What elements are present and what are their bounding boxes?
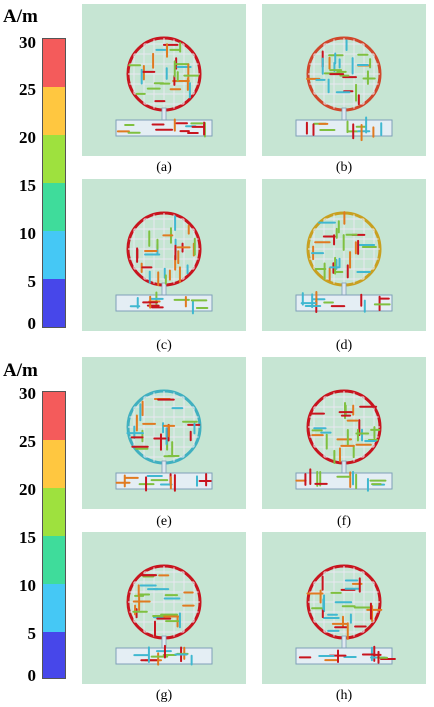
colorbar-segment	[43, 135, 65, 183]
panel-caption: (e)	[156, 514, 172, 529]
panel-caption: (b)	[335, 160, 353, 175]
colorbar-segment	[43, 440, 65, 488]
antenna-drawing	[115, 564, 213, 666]
colorbar-segment	[43, 392, 65, 440]
tick-label: 10	[19, 224, 36, 243]
current-panel-b	[262, 4, 426, 156]
colorbar-segment	[43, 632, 65, 678]
tick-label: 0	[27, 666, 37, 685]
panel-caption: (c)	[156, 338, 172, 353]
tick-label: 0	[27, 314, 37, 333]
current-panel-e	[82, 357, 246, 509]
colorbar	[42, 391, 66, 679]
colorbar-segment	[43, 231, 65, 279]
current-panel-d	[262, 179, 426, 331]
antenna-drawing	[115, 389, 213, 492]
tick-label: 30	[19, 33, 36, 52]
colorbar-segment	[43, 536, 65, 584]
panel-caption: (h)	[335, 688, 353, 703]
tick-label: 10	[19, 576, 36, 595]
antenna-drawing	[295, 36, 393, 142]
colorbar	[42, 38, 66, 328]
tick-label: 20	[19, 128, 36, 147]
current-panel-c	[82, 179, 246, 331]
colorbar-segment	[43, 39, 65, 87]
current-panel-g	[82, 532, 246, 684]
panel-caption: (d)	[335, 338, 353, 353]
tick-label: 25	[19, 432, 36, 451]
tick-label: 20	[19, 480, 36, 499]
panel-caption: (g)	[155, 688, 173, 703]
colorbar-segment	[43, 584, 65, 632]
antenna-drawing	[295, 389, 393, 492]
panel-caption: (f)	[337, 514, 351, 529]
colorbar-segment	[43, 488, 65, 536]
antenna-drawing	[295, 211, 393, 314]
unit-label: A/m	[3, 360, 38, 381]
current-panel-a	[82, 4, 246, 156]
unit-label: A/m	[3, 6, 38, 27]
antenna-drawing	[295, 564, 396, 665]
tick-label: 15	[19, 528, 36, 547]
tick-label: 15	[19, 176, 36, 195]
colorbar-segment	[43, 279, 65, 327]
tick-label: 25	[19, 80, 36, 99]
tick-label: 30	[19, 384, 36, 403]
current-panel-h	[262, 532, 426, 684]
tick-label: 5	[27, 272, 37, 291]
current-panel-f	[262, 357, 426, 509]
antenna-drawing	[115, 211, 213, 315]
colorbar-segment	[43, 87, 65, 135]
tick-label: 5	[27, 624, 37, 643]
antenna-drawing	[115, 36, 213, 138]
panel-caption: (a)	[156, 160, 172, 175]
colorbar-segment	[43, 183, 65, 231]
ground-strip	[295, 119, 393, 137]
